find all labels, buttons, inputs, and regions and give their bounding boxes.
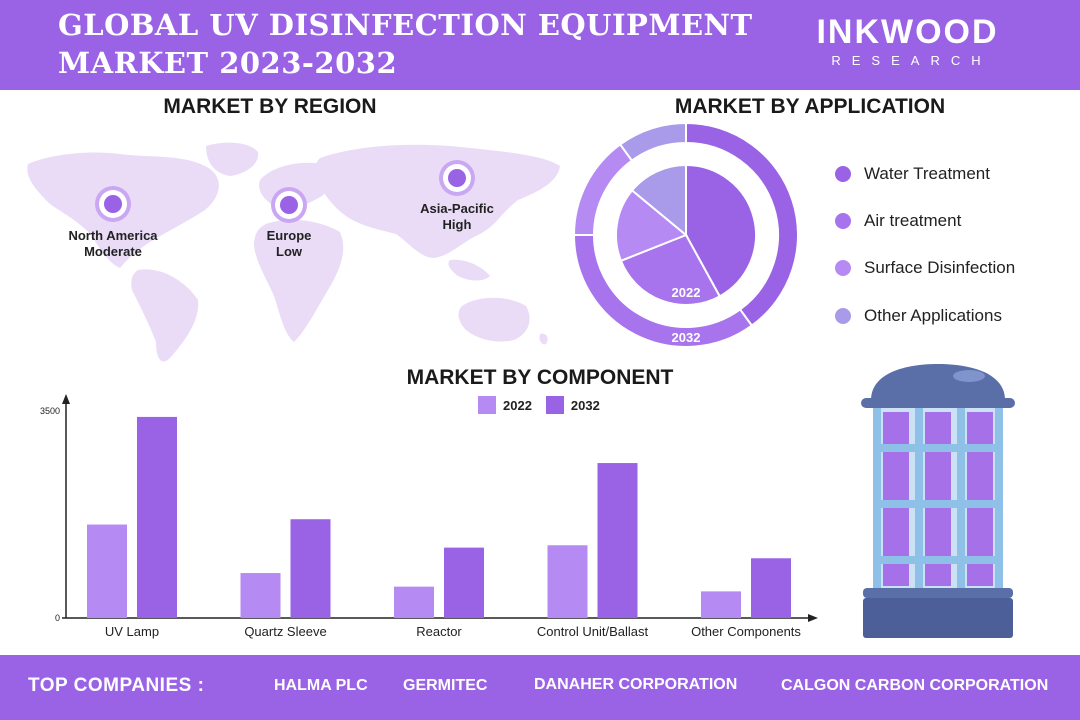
legend-label: Water Treatment	[864, 163, 990, 183]
bar-2032-control-unit-ballast	[597, 463, 638, 618]
company-halma: HALMA PLC	[274, 677, 368, 694]
legend-label-2032: 2032	[570, 397, 600, 413]
bar-2022-control-unit-ballast	[547, 545, 588, 618]
marker-europe-level: Low	[276, 244, 302, 259]
brand-name: INKWOOD	[816, 13, 999, 51]
component-legend: 2022 2032	[478, 396, 600, 414]
legend-label: Other Applications	[864, 305, 1002, 325]
inner-2022-slice-other-applications	[630, 163, 687, 238]
map-new-zealand	[539, 333, 548, 345]
bar-2022-reactor	[394, 586, 434, 618]
legend-label: Air treatment	[864, 211, 962, 231]
ring-label-2032: 2032	[672, 330, 701, 345]
title-line-1: GLOBAL UV DISINFECTION EQUIPMENT	[58, 8, 753, 42]
legend-label: Surface Disinfection	[864, 258, 1016, 278]
marker-asia-pacific-name: Asia-Pacific	[420, 201, 494, 216]
map-southeast-asia	[448, 259, 490, 281]
legend-label-2022: 2022	[503, 397, 532, 413]
application-donut-chart: 2022 2032	[572, 121, 799, 348]
bar-2032-uv-lamp	[137, 416, 177, 618]
component-bar-chart: 0 3500 UV Lamp Quartz Sleeve Reactor Control…	[40, 394, 818, 639]
legend-dot-icon	[835, 213, 851, 230]
top-companies-label: TOP COMPANIES :	[28, 675, 205, 696]
bar-2022-quartz-sleeve	[240, 573, 281, 618]
lamp-top-rim	[861, 398, 1015, 408]
bar-2022-uv-lamp	[87, 524, 127, 618]
x-tick-label: Other Components	[691, 624, 801, 639]
legend-dot-icon	[835, 307, 851, 324]
title-line-2: MARKET 2023-2032	[58, 46, 398, 80]
marker-asia-pacific-icon	[439, 160, 475, 196]
marker-north-america-icon	[95, 186, 131, 222]
bar-2032-reactor	[444, 547, 484, 618]
brand-subtitle: RESEARCH	[831, 53, 992, 68]
marker-north-america-label: North America Moderate	[48, 228, 178, 260]
footer-banner: TOP COMPANIES : HALMA PLC GERMITEC DANAH…	[0, 655, 1080, 720]
marker-europe-name: Europe	[266, 228, 312, 243]
marker-europe-label: Europe Low	[234, 228, 344, 260]
lamp-base-rim	[863, 588, 1013, 598]
marker-north-america-level: Moderate	[84, 244, 142, 259]
x-tick-label: UV Lamp	[105, 624, 159, 639]
application-section-title: MARKET BY APPLICATION	[674, 95, 946, 118]
legend-swatch-2032-icon	[545, 396, 564, 414]
company-calgon-carbon: CALGON CARBON CORPORATION	[781, 677, 1049, 694]
map-africa	[254, 219, 344, 342]
x-axis-arrow-icon	[808, 614, 818, 622]
map-australia	[458, 297, 530, 342]
inner-2022-slice-air-treatment	[619, 233, 722, 306]
x-tick-label: Control Unit/Ballast	[537, 624, 649, 639]
company-germitec: GERMITEC	[403, 677, 488, 694]
component-section-title: MARKET BY COMPONENT	[406, 366, 674, 389]
ring-label-2022: 2022	[672, 285, 701, 300]
x-tick-label: Quartz Sleeve	[244, 624, 326, 639]
marker-europe-icon	[271, 187, 307, 223]
legend-swatch-2022-icon	[478, 396, 496, 414]
outer-2032-slice-other-applications	[618, 121, 687, 162]
legend-item-surface-disinfection: Surface Disinfection	[835, 245, 1075, 292]
bar-2032-quartz-sleeve	[290, 519, 331, 618]
legend-item-other-applications: Other Applications	[835, 292, 1075, 339]
marker-north-america-name: North America	[68, 228, 158, 243]
company-danaher: DANAHER CORPORATION	[534, 676, 738, 693]
legend-dot-icon	[835, 260, 851, 277]
lamp-base	[863, 598, 1013, 638]
legend-item-air-treatment: Air treatment	[835, 197, 1075, 244]
marker-asia-pacific-label: Asia-Pacific High	[402, 201, 512, 233]
y-tick-label: 3500	[40, 406, 60, 416]
legend-item-water-treatment: Water Treatment	[835, 150, 1075, 197]
legend-dot-icon	[835, 165, 851, 182]
map-greenland	[206, 142, 259, 176]
map-asia	[315, 144, 560, 258]
map-south-america	[131, 269, 199, 362]
marker-asia-pacific-level: High	[442, 217, 472, 232]
y-axis-arrow-icon	[62, 394, 70, 404]
application-legend: Water Treatment Air treatment Surface Di…	[835, 150, 1075, 340]
uv-lamp-illustration	[861, 364, 1015, 638]
page-title: GLOBAL UV DISINFECTION EQUIPMENT MARKET …	[58, 6, 778, 82]
bar-2022-other-components	[701, 591, 741, 618]
y-tick-label: 0	[55, 613, 60, 623]
inner-2022-slice-surface-disinfection	[615, 188, 688, 263]
bar-2032-other-components	[751, 558, 791, 618]
region-section-title: MARKET BY REGION	[163, 95, 377, 118]
brand-logo: INKWOOD RESEARCH	[800, 12, 1015, 70]
header-banner: GLOBAL UV DISINFECTION EQUIPMENT MARKET …	[0, 0, 1080, 90]
inner-2022-slice-water-treatment	[685, 163, 757, 298]
x-tick-label: Reactor	[416, 624, 462, 639]
